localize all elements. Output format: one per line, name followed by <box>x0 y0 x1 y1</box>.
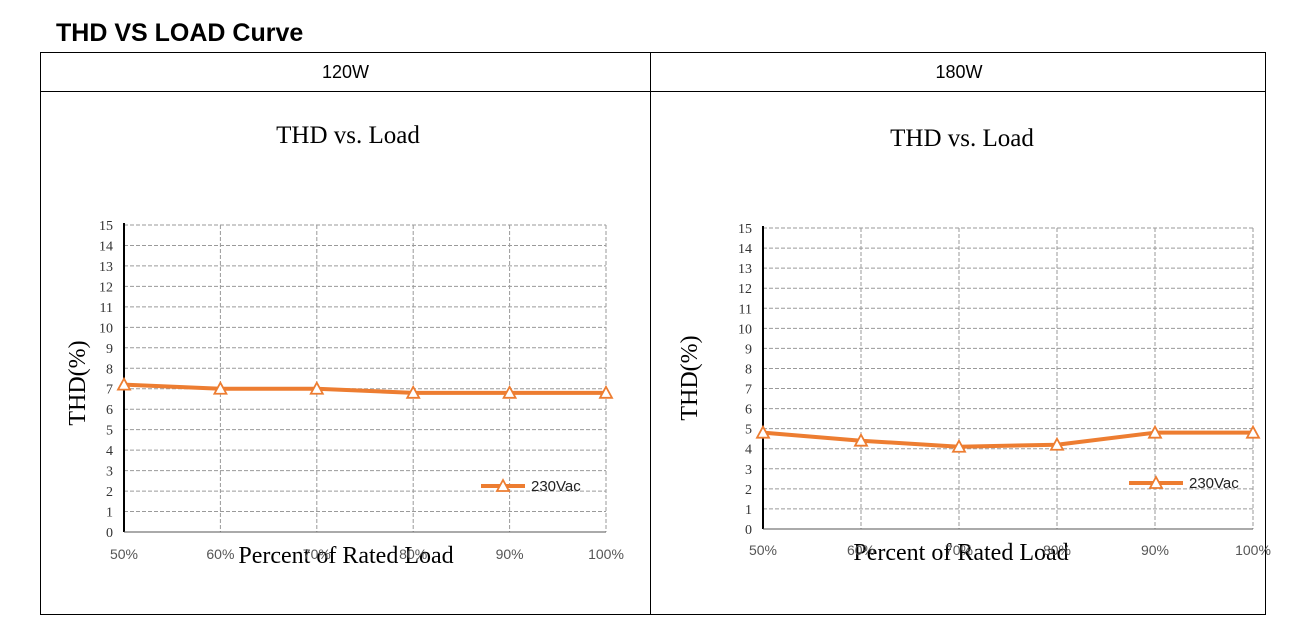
y-tick-label: 11 <box>739 302 752 317</box>
y-tick-label: 10 <box>738 322 752 337</box>
y-tick-label: 4 <box>106 444 113 459</box>
y-tick-label: 4 <box>745 443 752 458</box>
y-tick-label: 0 <box>106 526 113 541</box>
page-title: THD VS LOAD Curve <box>56 19 304 47</box>
y-tick-label: 7 <box>106 383 113 398</box>
legend-label: 230Vac <box>1189 475 1239 492</box>
chart-title: THD vs. Load <box>276 122 420 149</box>
x-axis-label: Percent of Rated Load <box>853 540 1068 566</box>
data-point <box>951 438 967 453</box>
header-divider <box>41 91 1265 92</box>
x-tick-label: 100% <box>588 546 624 562</box>
data-point <box>405 384 421 399</box>
x-tick-label: 100% <box>1235 542 1271 558</box>
chart-title: THD vs. Load <box>890 125 1034 152</box>
x-tick-label: 90% <box>496 546 524 562</box>
data-point <box>116 376 132 391</box>
data-point <box>853 432 869 447</box>
y-tick-label: 1 <box>106 506 113 521</box>
x-tick-label: 50% <box>749 542 777 558</box>
grid <box>763 227 1254 529</box>
data-point <box>1049 436 1065 451</box>
y-axis-label: THD(%) <box>65 340 91 425</box>
data-point <box>212 380 228 395</box>
y-tick-label: 11 <box>100 301 113 316</box>
y-tick-label: 2 <box>106 485 113 500</box>
y-tick-label: 3 <box>106 465 113 480</box>
y-tick-label: 3 <box>745 463 752 478</box>
x-tick-label: 50% <box>110 546 138 562</box>
y-tick-label: 7 <box>745 383 752 398</box>
y-tick-label: 2 <box>745 483 752 498</box>
y-tick-label: 5 <box>106 424 113 439</box>
y-tick-label: 9 <box>745 342 752 357</box>
y-tick-label: 14 <box>738 242 752 257</box>
y-tick-label: 5 <box>745 423 752 438</box>
legend-marker <box>1148 475 1164 489</box>
data-point <box>1245 424 1261 439</box>
x-tick-label: 70% <box>303 546 331 562</box>
x-tick-label: 60% <box>847 542 875 558</box>
y-tick-label: 12 <box>99 280 113 295</box>
y-tick-label: 1 <box>745 503 752 518</box>
legend: 230Vac <box>481 478 581 495</box>
column-divider <box>650 53 651 614</box>
y-tick-label: 8 <box>106 362 113 377</box>
x-tick-label: 80% <box>1043 542 1071 558</box>
y-tick-label: 15 <box>99 219 113 234</box>
legend-marker <box>495 478 511 492</box>
y-tick-label: 8 <box>745 362 752 377</box>
grid <box>124 224 607 532</box>
x-tick-label: 90% <box>1141 542 1169 558</box>
data-point <box>502 384 518 399</box>
y-tick-label: 6 <box>106 403 113 418</box>
x-tick-label: 60% <box>206 546 234 562</box>
data-point <box>309 380 325 395</box>
series-line-230Vac <box>762 430 1253 449</box>
y-tick-label: 0 <box>745 523 752 538</box>
x-tick-label: 80% <box>399 546 427 562</box>
panel-header-180w: 180W <box>935 62 983 82</box>
y-tick-label: 9 <box>106 342 113 357</box>
thd-chart-180w: THD vs. Load THD(%) Percent of Rated Loa… <box>677 125 1271 566</box>
series-line-230Vac <box>123 382 606 395</box>
y-tick-label: 14 <box>99 239 113 254</box>
y-tick-label: 6 <box>745 403 752 418</box>
y-axis-label: THD(%) <box>677 335 703 420</box>
y-tick-label: 13 <box>99 260 113 275</box>
x-axis-label: Percent of Rated Load <box>238 543 453 569</box>
y-tick-label: 13 <box>738 262 752 277</box>
chart-table: 120W 180W THD vs. Load THD(%) Percent of… <box>40 52 1271 615</box>
legend-label: 230Vac <box>531 478 581 495</box>
data-point <box>755 424 771 439</box>
y-tick-label: 15 <box>738 222 752 237</box>
panel-header-120w: 120W <box>321 62 370 82</box>
data-point <box>1147 424 1163 439</box>
legend: 230Vac <box>1129 475 1239 492</box>
y-tick-label: 10 <box>99 321 113 336</box>
x-tick-label: 70% <box>945 542 973 558</box>
data-point <box>598 384 614 399</box>
y-tick-label: 12 <box>738 282 752 297</box>
thd-chart-120w: THD vs. Load THD(%) Percent of Rated Loa… <box>65 122 624 569</box>
